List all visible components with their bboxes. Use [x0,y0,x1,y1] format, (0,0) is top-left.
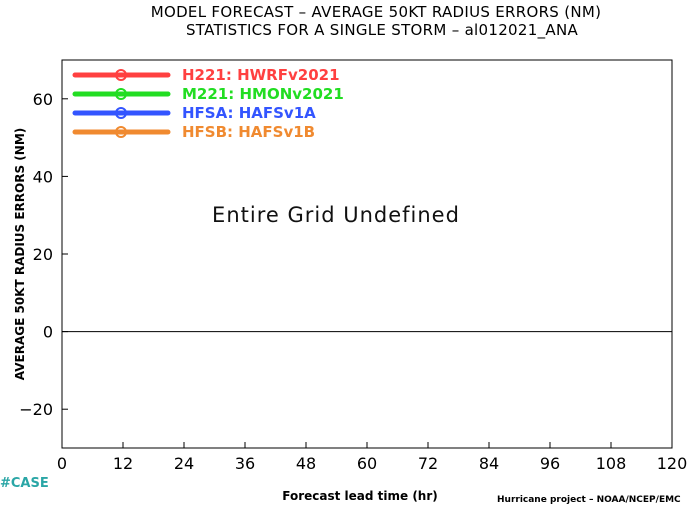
y-tick-label: 20 [33,245,53,264]
x-axis: 0 12 24 36 48 60 72 84 96 108 120 [57,442,687,473]
credit-text: Hurricane project – NOAA/NCEP/EMC [497,495,681,505]
plot-frame [61,59,673,449]
x-tick-label: 0 [57,454,67,473]
y-axis-label: AVERAGE 50KT RADIUS ERRORS (NM) [13,128,27,380]
x-tick-label: 48 [296,454,316,473]
legend-label: H221: HWRFv2021 [182,66,340,84]
x-tick-label: 72 [418,454,438,473]
chart-subtitle: STATISTICS FOR A SINGLE STORM – al012021… [186,21,579,40]
y-tick-label: 0 [43,323,53,342]
x-tick-label: 36 [235,454,255,473]
y-axis: −20 0 20 40 60 [19,90,68,419]
y-tick-label: 60 [33,90,53,109]
x-tick-label: 24 [174,454,194,473]
legend-label: M221: HMONv2021 [182,85,344,103]
x-tick-label: 60 [357,454,377,473]
y-tick-label: −20 [19,400,53,419]
legend-label: HFSA: HAFSv1A [182,104,316,122]
x-tick-label: 96 [540,454,560,473]
x-tick-label: 108 [596,454,627,473]
case-tag: #CASE [0,476,49,491]
x-tick-label: 84 [479,454,499,473]
y-tick-label: 40 [33,167,53,186]
chart-title: MODEL FORECAST – AVERAGE 50KT RADIUS ERR… [151,3,602,21]
x-tick-label: 12 [113,454,133,473]
legend-marker [115,107,127,119]
legend-marker [115,126,127,138]
legend-label: HFSB: HAFSv1B [182,123,315,141]
legend-marker [115,69,127,81]
x-tick-label: 120 [657,454,688,473]
x-axis-label: Forecast lead time (hr) [282,489,438,503]
legend-marker [115,88,127,100]
chart-annotation: Entire Grid Undefined [212,203,460,227]
